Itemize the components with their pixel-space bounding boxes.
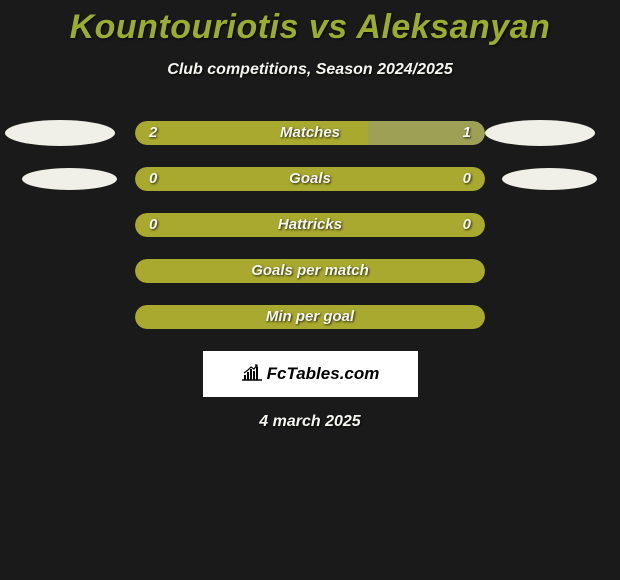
bar-track: 00Goals bbox=[135, 167, 485, 191]
player-marker-right bbox=[502, 168, 597, 190]
bar-label: Hattricks bbox=[135, 213, 485, 237]
logo-box: FcTables.com bbox=[203, 351, 418, 397]
bar-label: Goals bbox=[135, 167, 485, 191]
logo-inner: FcTables.com bbox=[241, 363, 380, 386]
chart-icon bbox=[241, 363, 263, 386]
page-subtitle: Club competitions, Season 2024/2025 bbox=[0, 61, 620, 79]
stat-row: 00Hattricks bbox=[0, 213, 620, 237]
logo-text: FcTables.com bbox=[267, 364, 380, 384]
stats-rows: 21Matches 00Goals 00Hattricks Goals per mat… bbox=[0, 121, 620, 329]
bar-track: Goals per match bbox=[135, 259, 485, 283]
bar-label: Goals per match bbox=[135, 259, 485, 283]
stat-row: 21Matches bbox=[0, 121, 620, 145]
date-label: 4 march 2025 bbox=[0, 413, 620, 431]
stat-row: 00Goals bbox=[0, 167, 620, 191]
stat-row: Min per goal bbox=[0, 305, 620, 329]
bar-label: Matches bbox=[135, 121, 485, 145]
comparison-container: Kountouriotis vs Aleksanyan Club competi… bbox=[0, 0, 620, 431]
page-title: Kountouriotis vs Aleksanyan bbox=[0, 8, 620, 47]
bar-label: Min per goal bbox=[135, 305, 485, 329]
bar-track: Min per goal bbox=[135, 305, 485, 329]
bar-track: 00Hattricks bbox=[135, 213, 485, 237]
player-marker-right bbox=[485, 120, 595, 146]
player-marker-left bbox=[5, 120, 115, 146]
bar-track: 21Matches bbox=[135, 121, 485, 145]
stat-row: Goals per match bbox=[0, 259, 620, 283]
player-marker-left bbox=[22, 168, 117, 190]
